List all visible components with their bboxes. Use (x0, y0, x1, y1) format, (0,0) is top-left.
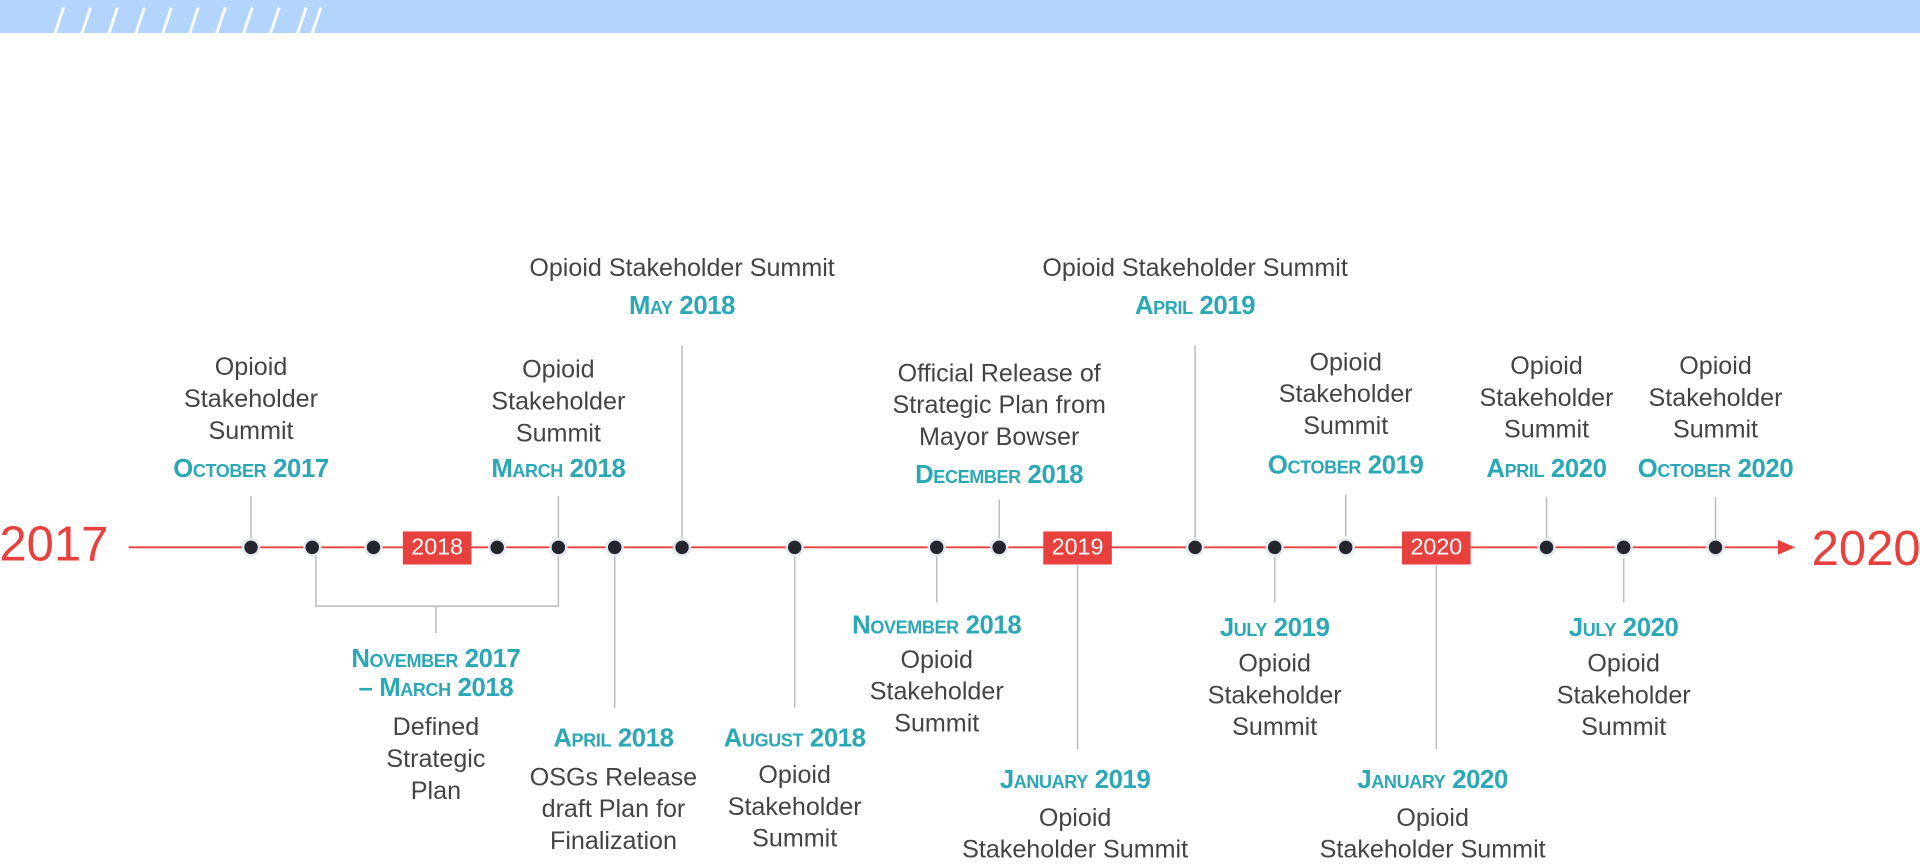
timeline-dot (1537, 538, 1556, 557)
event-text: Summit (1303, 412, 1388, 440)
event-text: Official Release of (898, 359, 1102, 387)
event-text: Stakeholder (491, 387, 625, 415)
timeline-dot (990, 538, 1009, 557)
event-text: Opioid (1039, 804, 1112, 832)
event-text: Opioid (1309, 348, 1382, 376)
timeline-dot (549, 538, 568, 557)
event-text: Plan (411, 777, 461, 805)
event-date: October 2017 (173, 455, 329, 483)
event-text: OSGs Release (530, 763, 697, 791)
event-date: November 2017 (351, 645, 520, 673)
event-text: Opioid (1679, 352, 1752, 380)
year-label: 2020 (1410, 534, 1462, 560)
events: 2018 2019 2020 October 2017 Opioid Stakeholde… (173, 254, 1794, 864)
event-text: Opioid Stakeholder Summit (1042, 254, 1347, 282)
timeline-dot (364, 538, 383, 557)
timeline-dot (1706, 538, 1725, 557)
event-text: Opioid (1396, 804, 1469, 832)
event-text: Opioid (758, 761, 831, 789)
year-box (1402, 531, 1471, 565)
timeline-dot (241, 538, 261, 557)
event-text: Summit (752, 825, 837, 853)
event-text: Opioid (1587, 650, 1660, 678)
event-text: Opioid (900, 646, 973, 674)
event-text: Opioid (1510, 352, 1583, 380)
event-text: Summit (1673, 416, 1758, 444)
event-text: Stakeholder (1649, 384, 1783, 412)
event-text: Opioid (215, 353, 288, 381)
event-text: Finalization (550, 827, 677, 855)
timeline-dot (785, 538, 804, 557)
event-date: November 2018 (852, 612, 1021, 640)
event-date: January 2020 (1357, 766, 1508, 794)
event-text: Summit (208, 417, 293, 445)
event-text: Opioid Stakeholder Summit (529, 254, 834, 282)
event-text: Stakeholder (728, 793, 862, 821)
event-text: Stakeholder (1557, 681, 1691, 709)
event-date: – March 2018 (359, 674, 514, 702)
timeline-dot (1336, 538, 1355, 557)
event-text: Stakeholder (1480, 384, 1614, 412)
timeline-dot (672, 538, 692, 557)
event-date: January 2019 (1000, 766, 1151, 794)
event-date: July 2020 (1569, 614, 1679, 642)
event-date: October 2020 (1638, 455, 1794, 483)
event-text: Summit (1232, 713, 1317, 741)
event-text: Stakeholder (1279, 380, 1413, 408)
event-date: July 2019 (1220, 614, 1330, 642)
event-text: Stakeholder Summit (962, 836, 1188, 864)
event-text: Opioid (1238, 650, 1311, 678)
event-text: Opioid (522, 356, 595, 384)
timeline-dot (1185, 538, 1205, 557)
event-text: Summit (1504, 416, 1589, 444)
top-banner (0, 0, 1920, 34)
timeline-dot (303, 538, 322, 557)
event-text: Strategic (386, 745, 485, 773)
event-date: December 2018 (915, 461, 1083, 489)
year-box (402, 531, 472, 565)
start-label: 2017 (0, 517, 108, 571)
axis-arrow (1777, 540, 1796, 555)
end-label: 2020 (1812, 522, 1920, 576)
event-text: Stakeholder Summit (1320, 836, 1546, 864)
year-label: 2018 (411, 534, 463, 560)
event-text: Summit (894, 710, 979, 738)
event-text: Mayor Bowser (919, 423, 1079, 451)
event-text: draft Plan for (542, 795, 686, 823)
range-bracket (315, 553, 560, 634)
event-text: Defined (393, 713, 480, 741)
event-date: April 2019 (1135, 292, 1255, 320)
banner-stripes (45, 6, 323, 60)
event-text: Stakeholder (870, 678, 1004, 706)
event-text: Stakeholder (1208, 681, 1342, 709)
year-box (1043, 531, 1112, 565)
timeline-dot (1614, 538, 1633, 557)
event-date: April 2020 (1486, 455, 1606, 483)
event-date: October 2019 (1268, 451, 1424, 479)
event-date: March 2018 (491, 455, 625, 483)
event-text: Stakeholder (184, 385, 318, 413)
event-text: Summit (1581, 713, 1666, 741)
timeline-dot (1265, 538, 1284, 557)
event-text: Summit (516, 419, 601, 447)
event-date: May 2018 (629, 292, 735, 320)
timeline-dot (605, 538, 624, 557)
timeline-dot (487, 538, 507, 557)
year-label: 2019 (1052, 534, 1104, 560)
event-date: April 2018 (553, 724, 673, 752)
event-text: Strategic Plan from (892, 391, 1105, 419)
timeline-dot (927, 538, 946, 557)
event-date: August 2018 (724, 724, 866, 752)
